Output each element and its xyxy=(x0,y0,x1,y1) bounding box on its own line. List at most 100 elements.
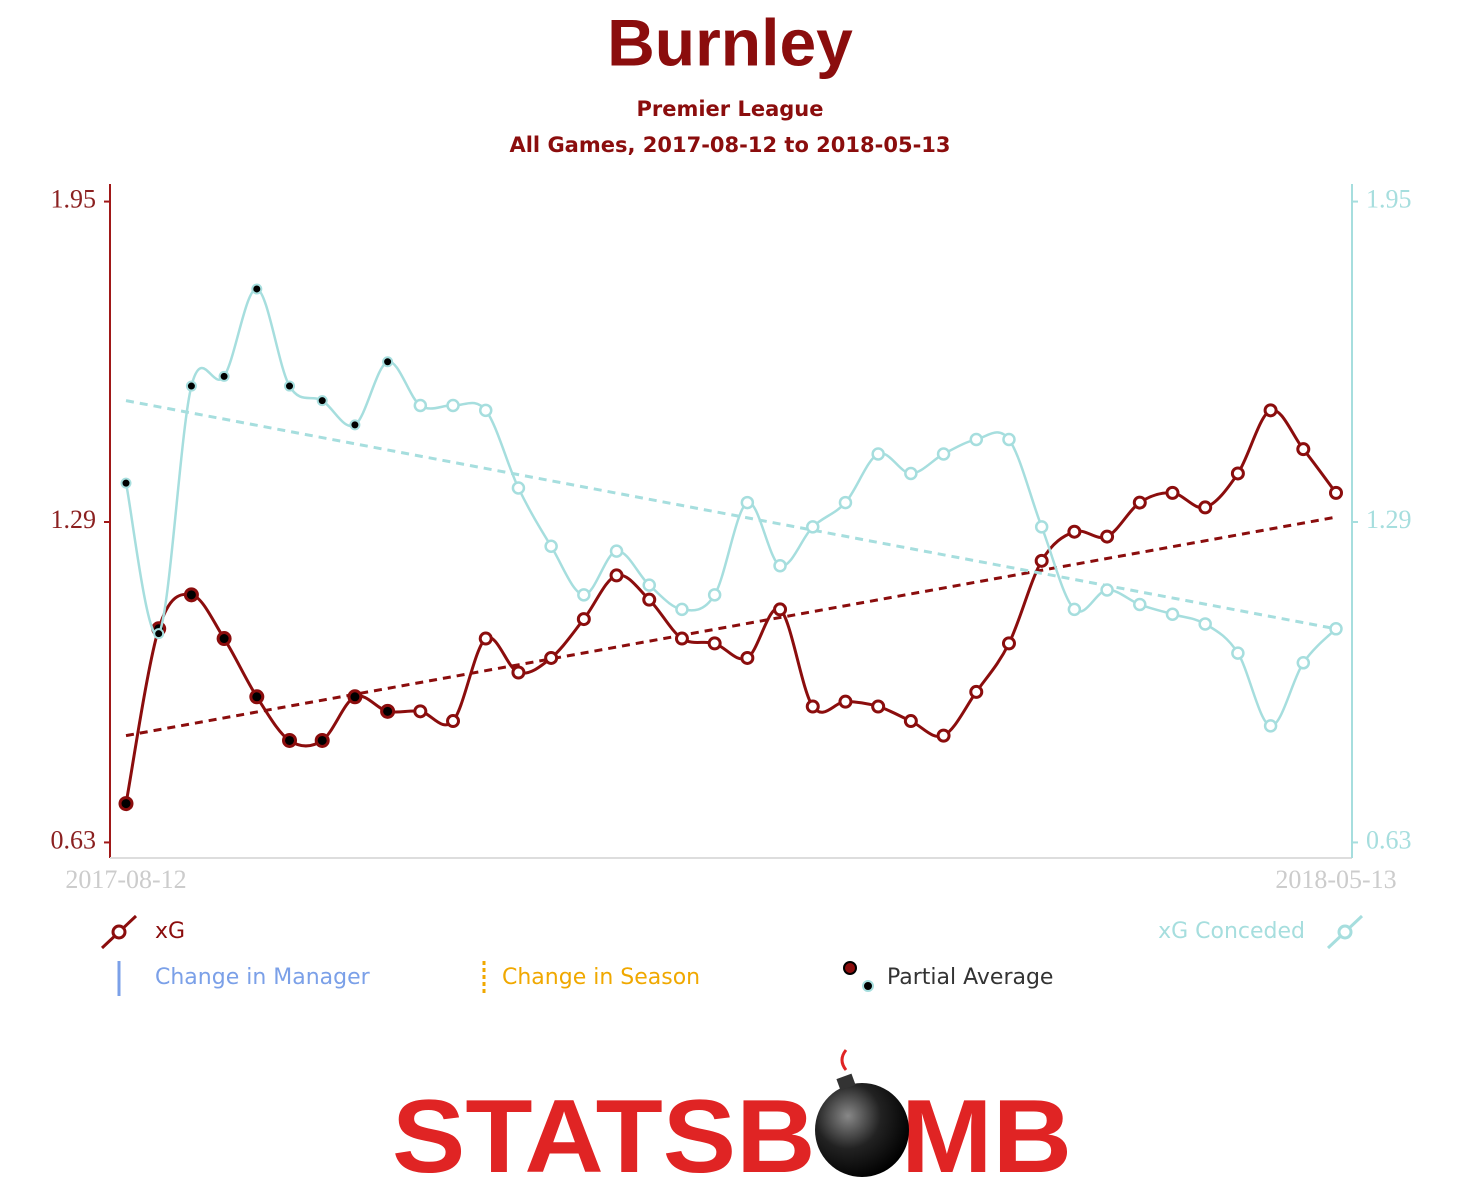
point xyxy=(936,447,951,461)
point xyxy=(1198,500,1213,515)
point xyxy=(1165,485,1180,500)
point xyxy=(1132,495,1147,510)
point xyxy=(1002,432,1016,447)
point xyxy=(183,587,199,603)
bomb xyxy=(815,1083,909,1177)
point xyxy=(1034,520,1049,534)
point xyxy=(446,398,460,413)
point xyxy=(838,694,853,709)
point xyxy=(118,796,134,812)
point xyxy=(674,631,689,646)
point xyxy=(1067,602,1082,617)
point xyxy=(1133,597,1147,612)
trend-line xyxy=(125,399,1337,631)
point xyxy=(871,447,885,461)
legend-label: Change in Manager xyxy=(155,965,371,990)
point xyxy=(1329,485,1343,500)
subtitle: Premier League xyxy=(636,97,823,121)
bomb-fuse xyxy=(840,1049,848,1071)
point xyxy=(153,628,165,640)
legend-marker xyxy=(843,961,857,975)
point xyxy=(904,466,918,481)
point xyxy=(969,684,984,699)
point xyxy=(216,631,232,647)
point xyxy=(544,650,559,665)
point xyxy=(871,699,886,714)
point xyxy=(478,631,493,646)
legend-marker xyxy=(862,980,874,992)
point xyxy=(413,704,428,719)
point xyxy=(511,665,526,680)
point xyxy=(1067,524,1082,539)
point xyxy=(1296,442,1311,457)
point xyxy=(478,403,493,418)
legend-marker xyxy=(111,924,127,940)
point xyxy=(1100,583,1114,597)
point xyxy=(903,714,918,729)
chart-title: Burnley xyxy=(607,5,853,79)
series-line xyxy=(124,408,1338,804)
point xyxy=(185,380,197,392)
point xyxy=(1165,607,1180,621)
point xyxy=(773,558,787,573)
legend-label: xG Conceded xyxy=(1158,919,1305,944)
point xyxy=(218,370,230,382)
point xyxy=(380,703,396,719)
point xyxy=(707,636,722,651)
trend-line xyxy=(125,515,1337,738)
series-line xyxy=(124,287,1337,728)
legend-marker xyxy=(1337,924,1353,940)
legend-label: Partial Average xyxy=(887,965,1053,990)
point xyxy=(347,689,363,705)
point xyxy=(1329,622,1343,636)
y2-tick-label: 1.95 xyxy=(1366,185,1412,214)
point xyxy=(314,732,330,748)
point xyxy=(120,477,132,489)
point xyxy=(740,495,755,510)
caption: All Games, 2017-08-12 to 2018-05-13 xyxy=(509,133,950,157)
point xyxy=(544,539,558,554)
point xyxy=(1198,617,1212,631)
x-tick-label: 2018-05-13 xyxy=(1275,865,1396,894)
legend: xG xG Conceded Change in Manager Change … xyxy=(100,914,1364,996)
point xyxy=(251,283,263,295)
point xyxy=(349,419,361,431)
point xyxy=(609,544,624,558)
point xyxy=(675,602,689,617)
legend-label: xG xyxy=(155,919,185,944)
point xyxy=(249,689,265,705)
point xyxy=(805,699,820,714)
point xyxy=(642,592,657,607)
logo-text: STATSBOMB xyxy=(392,1079,1072,1187)
point xyxy=(576,612,591,627)
point xyxy=(1100,529,1115,544)
y2-tick-label: 0.63 xyxy=(1366,825,1412,854)
point xyxy=(806,520,820,534)
point xyxy=(1263,403,1278,418)
point xyxy=(511,481,526,495)
point xyxy=(969,432,984,447)
y-tick-label: 0.63 xyxy=(51,825,97,854)
point xyxy=(382,356,394,368)
point xyxy=(609,568,624,583)
point xyxy=(1231,646,1245,660)
plot-area: 0.63 1.29 1.95 0.63 1.29 1.95 2017-08-12 2018-0… xyxy=(51,185,1412,894)
point xyxy=(413,398,428,413)
point xyxy=(707,588,722,602)
point xyxy=(1230,466,1245,481)
point xyxy=(838,495,853,510)
point xyxy=(282,732,298,748)
x-tick-label: 2017-08-12 xyxy=(65,865,186,894)
point xyxy=(577,588,591,602)
point xyxy=(1001,636,1016,651)
point xyxy=(740,650,755,665)
point xyxy=(1034,553,1049,568)
point xyxy=(1263,719,1278,733)
y-tick-label: 1.29 xyxy=(51,505,97,534)
point xyxy=(936,728,951,743)
bomb-cap xyxy=(836,1073,856,1091)
logo: STATSBOMB xyxy=(392,1049,1072,1187)
point xyxy=(642,578,656,592)
point xyxy=(773,602,788,617)
